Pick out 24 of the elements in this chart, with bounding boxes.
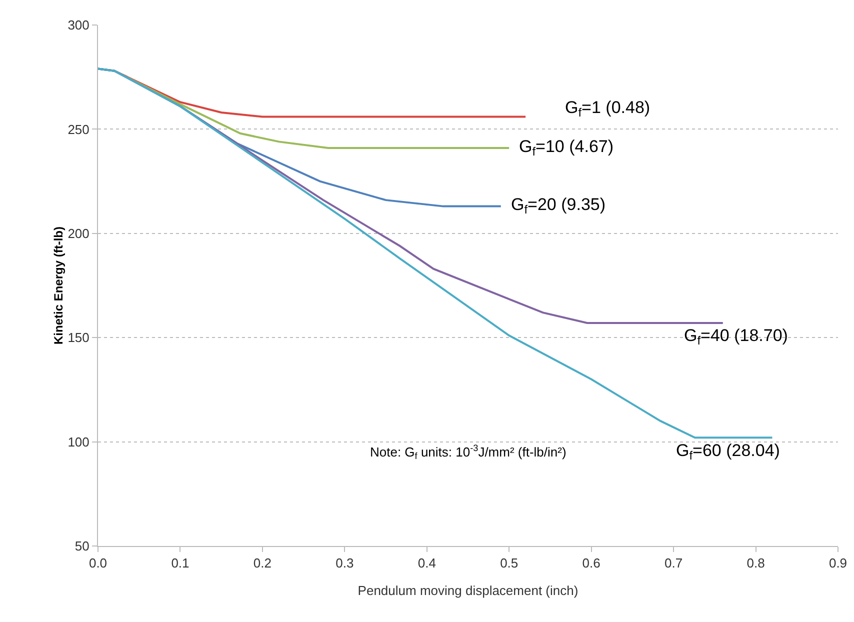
x-tick-label: 0.0: [88, 556, 108, 571]
y-tick-label: 300: [68, 18, 90, 33]
x-tick-label: 0.3: [336, 556, 354, 571]
x-tick-label: 0.2: [253, 556, 272, 571]
x-tick-label: 0.7: [664, 556, 683, 571]
y-axis-title: Kinetic Energy (ft-lb): [52, 226, 66, 345]
x-tick-label: 0.6: [582, 556, 600, 571]
x-tick-label: 0.5: [500, 556, 518, 571]
y-tick-label: 150: [68, 330, 90, 346]
text: G$_{f}$=1 (0.48): [565, 98, 650, 120]
x-tick-label: 0.9: [828, 556, 848, 571]
annotation: Note: G$_{f}$ units: 10$^{-3}$J/mm² (ft-lb/in²): [370, 443, 566, 462]
y-tick-label: 100: [68, 434, 90, 450]
y-tick-label: 50: [74, 538, 90, 554]
y-tick-label: 200: [68, 226, 90, 241]
x-tick-label: 0.1: [171, 556, 190, 571]
x-tick-label: 0.4: [418, 556, 436, 571]
x-tick-label: 0.8: [746, 556, 765, 571]
series-label: G$_{f}$=60 (28.04): [676, 441, 780, 463]
series-label: G$_{f}$=40 (18.70): [684, 326, 788, 348]
series-label: G$_{f}$=10 (4.67): [519, 137, 614, 159]
x-axis-title: Pendulum moving displacement (inch): [358, 583, 578, 598]
y-tick-label: 250: [68, 122, 90, 137]
series-label: G$_{f}$=20 (9.35): [511, 195, 606, 217]
